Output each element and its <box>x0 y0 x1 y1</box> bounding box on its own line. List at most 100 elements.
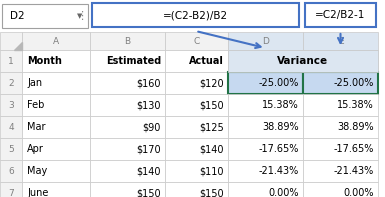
Text: A: A <box>53 36 59 46</box>
Bar <box>90 94 165 116</box>
Text: 7: 7 <box>8 189 14 197</box>
Bar <box>90 116 165 138</box>
Polygon shape <box>14 42 22 50</box>
Bar <box>22 182 90 197</box>
Text: June: June <box>27 188 49 197</box>
Text: $150: $150 <box>199 188 224 197</box>
Bar <box>165 116 228 138</box>
Text: 4: 4 <box>8 123 14 132</box>
Bar <box>22 116 90 138</box>
Bar <box>165 32 228 50</box>
Bar <box>90 182 165 197</box>
Text: D2: D2 <box>10 11 25 21</box>
Bar <box>22 138 90 160</box>
Bar <box>90 160 165 182</box>
Text: Variance: Variance <box>278 56 328 66</box>
Bar <box>0 32 22 50</box>
Bar <box>303 32 378 50</box>
Text: $160: $160 <box>137 78 161 88</box>
Text: $140: $140 <box>137 166 161 176</box>
Bar <box>303 94 378 116</box>
Bar <box>92 3 299 27</box>
Bar <box>0 72 22 94</box>
Bar <box>228 32 303 50</box>
Bar <box>90 138 165 160</box>
Text: $170: $170 <box>136 144 161 154</box>
Text: $120: $120 <box>199 78 224 88</box>
Text: $150: $150 <box>199 100 224 110</box>
Bar <box>2 4 88 28</box>
Text: -21.43%: -21.43% <box>334 166 374 176</box>
Text: 15.38%: 15.38% <box>337 100 374 110</box>
Bar <box>165 94 228 116</box>
Bar <box>0 182 22 197</box>
Text: 0.00%: 0.00% <box>268 188 299 197</box>
Bar <box>22 94 90 116</box>
Bar <box>22 160 90 182</box>
Text: =(C2-B2)/B2: =(C2-B2)/B2 <box>163 10 228 20</box>
Text: D: D <box>262 36 269 46</box>
Text: ⋮: ⋮ <box>77 11 87 21</box>
Text: May: May <box>27 166 47 176</box>
Text: $125: $125 <box>199 122 224 132</box>
Text: $140: $140 <box>199 144 224 154</box>
Text: Apr: Apr <box>27 144 44 154</box>
Text: B: B <box>124 36 131 46</box>
Text: 15.38%: 15.38% <box>262 100 299 110</box>
Bar <box>228 138 303 160</box>
Bar <box>0 50 22 72</box>
Text: $90: $90 <box>142 122 161 132</box>
Bar <box>303 182 378 197</box>
Bar <box>228 182 303 197</box>
Text: Month: Month <box>27 56 62 66</box>
Bar <box>303 138 378 160</box>
Bar <box>228 72 303 94</box>
Bar <box>228 94 303 116</box>
Text: Mar: Mar <box>27 122 45 132</box>
Text: 0.00%: 0.00% <box>343 188 374 197</box>
Bar <box>305 3 376 27</box>
Bar <box>228 50 378 72</box>
Text: 3: 3 <box>8 100 14 110</box>
Bar <box>303 116 378 138</box>
Bar <box>303 72 378 94</box>
Bar <box>22 32 90 50</box>
Text: ▼: ▼ <box>77 13 83 19</box>
Text: C: C <box>193 36 200 46</box>
Text: 1: 1 <box>8 57 14 65</box>
Text: 38.89%: 38.89% <box>337 122 374 132</box>
Text: -21.43%: -21.43% <box>259 166 299 176</box>
Bar <box>165 72 228 94</box>
Text: $150: $150 <box>136 188 161 197</box>
Bar <box>0 94 22 116</box>
Bar <box>22 50 90 72</box>
Bar <box>228 50 303 72</box>
Text: =C2/B2-1: =C2/B2-1 <box>315 10 366 20</box>
Bar <box>303 160 378 182</box>
Text: 6: 6 <box>8 166 14 176</box>
Bar <box>0 116 22 138</box>
Text: 5: 5 <box>8 145 14 153</box>
Bar <box>0 138 22 160</box>
Bar <box>228 160 303 182</box>
Text: $110: $110 <box>199 166 224 176</box>
Bar <box>165 160 228 182</box>
Text: Feb: Feb <box>27 100 44 110</box>
Text: Actual: Actual <box>189 56 224 66</box>
Bar <box>90 32 165 50</box>
Text: 2: 2 <box>8 78 14 87</box>
Text: -17.65%: -17.65% <box>334 144 374 154</box>
Text: 38.89%: 38.89% <box>262 122 299 132</box>
Text: -17.65%: -17.65% <box>259 144 299 154</box>
Text: E: E <box>338 36 343 46</box>
Bar <box>165 138 228 160</box>
Text: $130: $130 <box>137 100 161 110</box>
Bar <box>0 0 385 32</box>
Text: -25.00%: -25.00% <box>259 78 299 88</box>
Bar <box>90 50 165 72</box>
Text: Estimated: Estimated <box>106 56 161 66</box>
Text: Jan: Jan <box>27 78 42 88</box>
Bar <box>165 50 228 72</box>
Bar <box>0 160 22 182</box>
Bar <box>303 50 378 72</box>
